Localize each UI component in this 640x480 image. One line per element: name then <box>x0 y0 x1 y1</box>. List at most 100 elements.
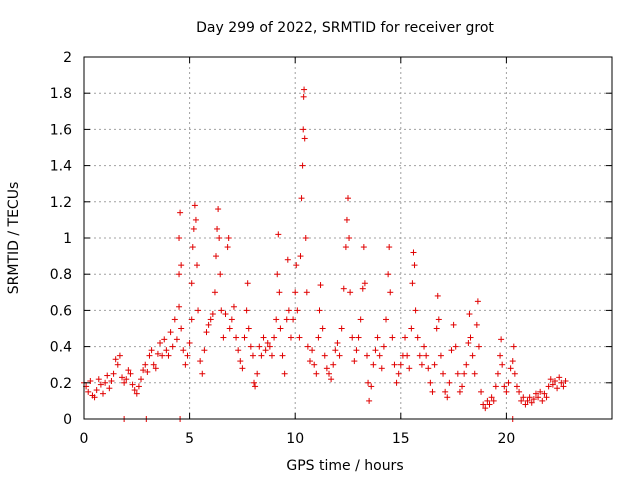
data-point <box>554 385 561 392</box>
data-point <box>535 394 542 401</box>
data-point <box>125 367 132 374</box>
data-point <box>226 325 233 332</box>
data-point <box>190 225 197 232</box>
data-point <box>340 285 347 292</box>
data-point <box>203 329 210 336</box>
data-point <box>475 343 482 350</box>
data-point <box>311 361 318 368</box>
data-point <box>277 325 284 332</box>
data-point <box>442 388 449 395</box>
data-point <box>195 307 202 314</box>
data-point <box>178 262 185 269</box>
data-point <box>547 376 554 383</box>
data-point <box>161 336 168 343</box>
data-point <box>459 383 466 390</box>
data-point <box>209 311 216 318</box>
y-tick-label: 1.4 <box>50 159 72 175</box>
data-point <box>104 372 111 379</box>
data-point <box>150 361 157 368</box>
data-point <box>251 379 258 386</box>
data-point <box>328 376 335 383</box>
data-point <box>313 370 320 377</box>
data-point <box>347 289 354 296</box>
data-point <box>469 352 476 359</box>
data-point <box>513 383 520 390</box>
data-point <box>225 235 232 241</box>
data-point <box>480 401 487 408</box>
data-point <box>260 334 267 341</box>
data-point <box>346 235 353 241</box>
data-point <box>283 316 290 323</box>
data-point <box>412 307 419 314</box>
data-point <box>302 235 309 241</box>
data-point <box>473 321 480 328</box>
data-point <box>304 343 311 350</box>
data-point <box>169 343 176 350</box>
data-point <box>490 397 497 404</box>
data-point <box>180 347 187 354</box>
data-point <box>262 347 269 354</box>
data-point <box>159 352 166 359</box>
data-point <box>319 325 326 332</box>
data-point <box>365 379 372 386</box>
data-point <box>243 307 250 314</box>
data-point <box>102 379 109 386</box>
data-point <box>343 216 350 223</box>
data-point <box>244 280 251 287</box>
data-point <box>146 352 153 359</box>
data-point <box>300 126 307 133</box>
data-point <box>144 368 151 375</box>
data-point <box>114 361 121 368</box>
data-point <box>526 394 533 401</box>
data-point <box>106 385 113 392</box>
data-point <box>378 365 385 372</box>
data-point <box>309 347 316 354</box>
data-point <box>119 374 126 381</box>
data-point <box>233 334 240 341</box>
data-point <box>444 394 451 401</box>
data-point <box>247 343 254 350</box>
data-point <box>177 209 184 216</box>
data-point <box>123 376 130 383</box>
data-points <box>81 86 569 422</box>
data-point <box>446 379 453 386</box>
data-point <box>110 370 117 377</box>
data-point <box>364 352 371 359</box>
data-point <box>294 307 301 314</box>
y-tick-label: 0.4 <box>50 340 72 356</box>
data-point <box>386 244 393 251</box>
data-point <box>193 262 200 269</box>
data-point <box>549 381 556 388</box>
data-point <box>199 370 206 377</box>
data-point <box>410 249 417 256</box>
data-point <box>482 405 489 412</box>
data-point <box>176 235 183 241</box>
data-point <box>173 336 180 343</box>
data-point <box>237 358 244 365</box>
data-point <box>207 316 214 323</box>
data-point <box>108 377 115 384</box>
data-point <box>279 352 286 359</box>
data-point <box>215 206 222 213</box>
data-point <box>254 370 261 377</box>
data-point <box>290 316 297 323</box>
data-point <box>165 352 172 359</box>
data-point <box>355 334 362 341</box>
data-point <box>235 347 242 354</box>
data-point <box>211 289 218 296</box>
data-point <box>317 282 324 289</box>
data-point <box>100 390 107 397</box>
data-point <box>154 350 161 357</box>
data-point <box>411 262 418 269</box>
y-tick-label: 1.8 <box>50 86 72 102</box>
data-point <box>285 307 292 314</box>
data-point <box>133 390 140 397</box>
data-point <box>376 352 383 359</box>
data-point <box>385 271 392 278</box>
data-point <box>176 271 183 278</box>
data-point <box>316 307 323 314</box>
data-point <box>178 325 185 332</box>
data-point <box>402 334 409 341</box>
data-point <box>127 370 134 377</box>
